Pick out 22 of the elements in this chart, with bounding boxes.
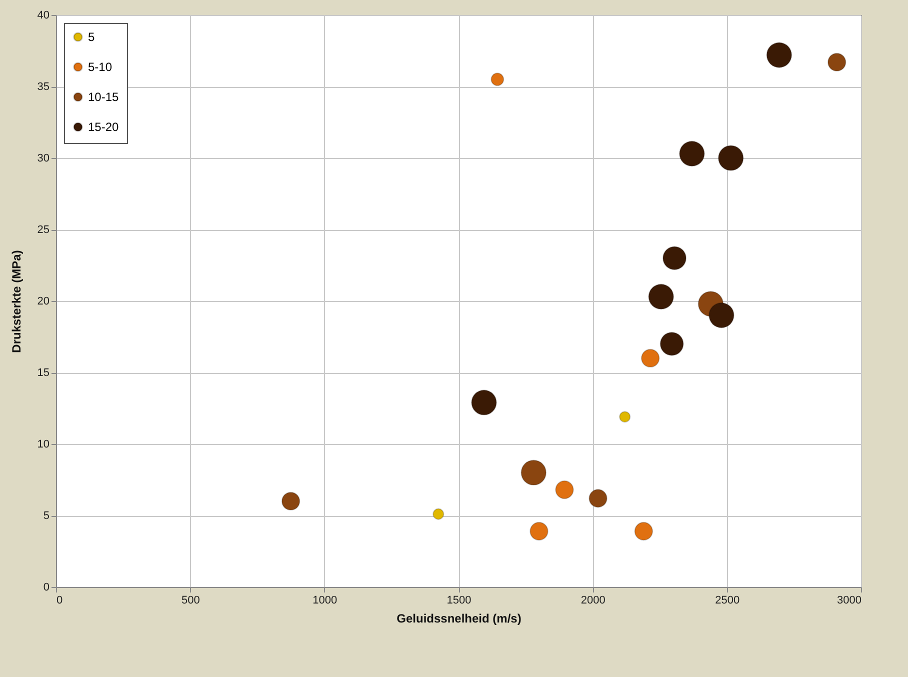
y-tick-label: 5 (43, 510, 50, 522)
x-tick-label: 1500 (446, 594, 472, 606)
legend-label: 5 (88, 30, 95, 44)
x-tick-label: 3000 (837, 594, 862, 606)
x-tick-label: 2000 (580, 594, 606, 606)
y-tick-label: 40 (37, 10, 50, 22)
legend-label: 5-10 (88, 60, 112, 74)
legend-label: 10-15 (88, 90, 120, 104)
y-tick-label: 10 (37, 438, 50, 450)
legend-label: 15-20 (88, 120, 120, 134)
x-tick-label: 2500 (715, 594, 740, 606)
x-tick-label: 500 (181, 594, 200, 606)
y-tick-label: 20 (37, 296, 50, 308)
x-tick-label: 1000 (312, 594, 338, 606)
x-axis-title: Geluidssnelheid (m/s) (396, 612, 522, 626)
y-tick-label: 25 (37, 224, 50, 236)
x-tick-label: 0 (56, 594, 63, 606)
y-tick-label: 0 (43, 582, 50, 594)
y-axis-title: Druksterkte (MPa) (9, 250, 24, 353)
y-tick-label: 35 (37, 81, 50, 93)
y-tick-label: 30 (37, 152, 50, 164)
y-tick-label: 15 (37, 367, 50, 379)
